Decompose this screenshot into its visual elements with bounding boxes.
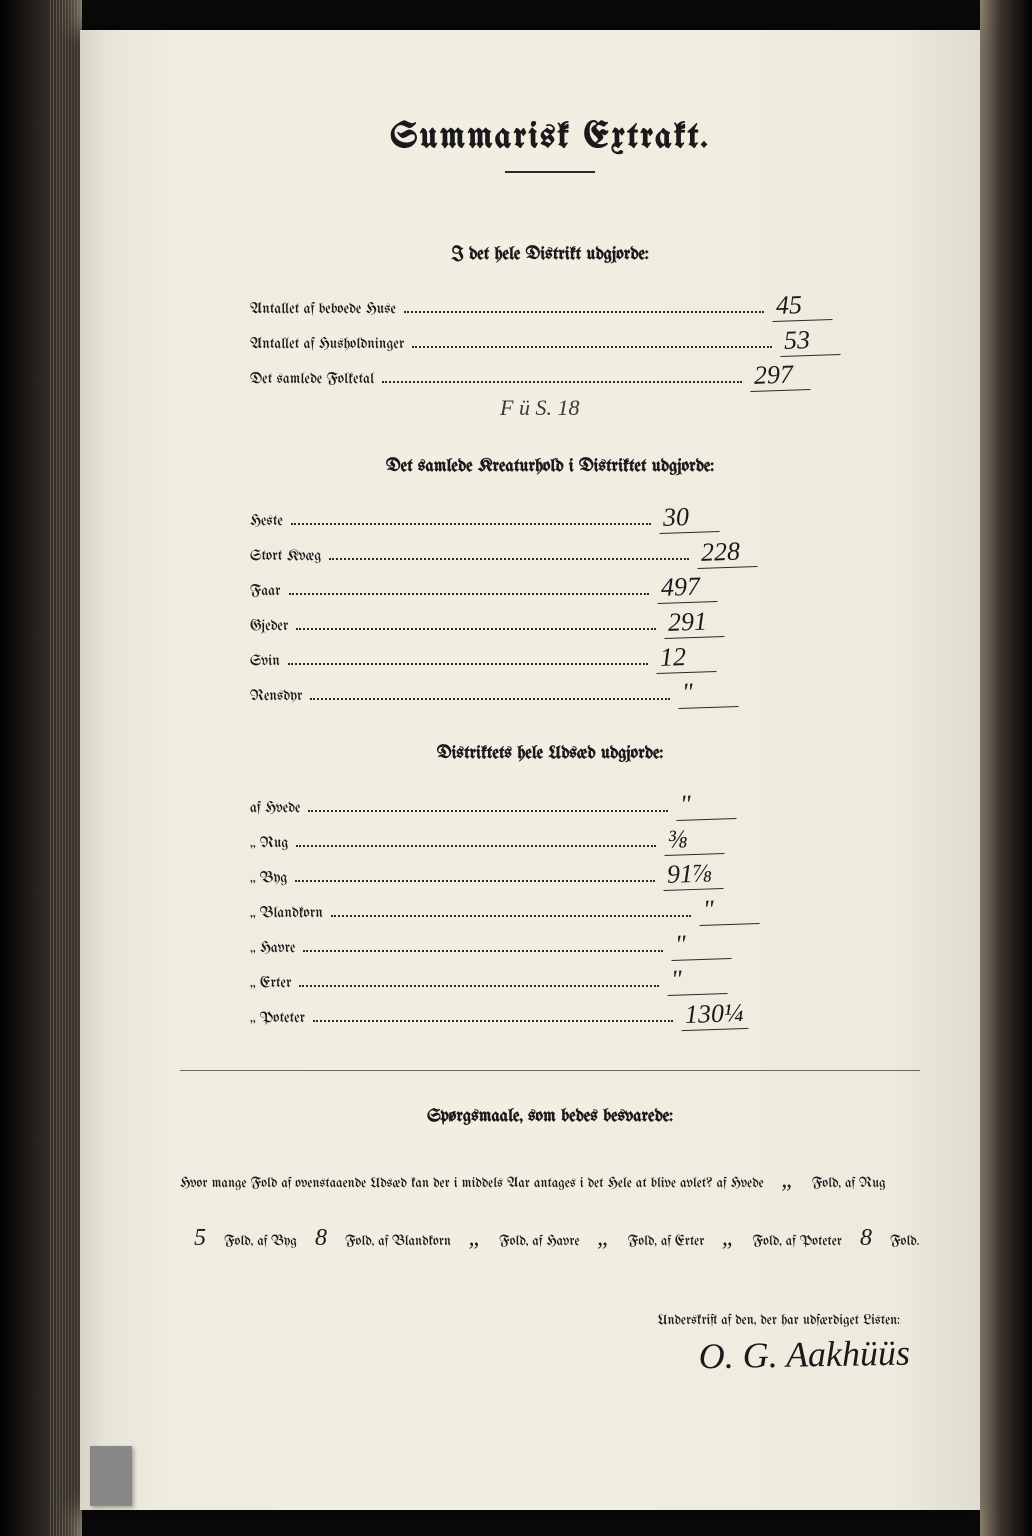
section-divider [180,1070,920,1071]
value-oats: " [671,928,732,961]
dot-leader [296,628,656,630]
dot-leader [382,381,742,383]
paper-clip [90,1446,132,1506]
label-rye: „ Rug [250,835,288,851]
dot-leader [310,698,670,700]
dot-leader [291,523,651,525]
row-goats: Gjeder 291 [250,607,920,638]
row-horses: Heste 30 [250,502,920,533]
label-oats: „ Havre [250,940,295,956]
handwritten-annotation: F ü S. 18 [500,395,920,421]
page-right-edge [980,0,1032,1536]
value-population: 297 [750,359,811,392]
dot-leader [308,810,668,812]
answer-mixgrain: „ [455,1210,495,1268]
book-binding [0,0,82,1536]
row-rye: „ Rug ⅜ [250,824,920,855]
value-mixgrain: " [698,893,759,926]
label-cattle: Stort Kvæg [250,548,321,564]
dot-leader [329,558,689,560]
row-sheep: Faar 497 [250,572,920,603]
section1-heading: I det hele Distrikt udgjorde: [180,245,920,264]
answer-peas: „ [708,1210,748,1268]
value-houses: 45 [771,289,832,322]
answer-wheat: „ [768,1152,808,1210]
row-wheat: af Hvede " [250,789,920,820]
label-reindeer: Rensdyr [250,688,302,704]
dot-leader [303,950,663,952]
dot-leader [296,845,656,847]
yield-question-paragraph: Hvor mange Fold af ovenstaaende Udsæd ka… [180,1152,920,1267]
q-part5: Fold, af Blandkorn [345,1234,451,1249]
dot-leader [295,880,655,882]
value-wheat: " [676,788,737,821]
label-mixgrain: „ Blandkorn [250,905,323,921]
answer-barley: 8 [301,1210,341,1268]
q-part6: Fold, af Havre [499,1234,579,1249]
row-barley: „ Byg 91⅞ [250,859,920,890]
dot-leader [331,915,691,917]
dot-leader [288,663,648,665]
section4-heading: Spørgsmaale, som bedes besvarede: [180,1107,920,1126]
dot-leader [289,593,649,595]
row-peas: „ Erter " [250,964,920,995]
label-sheep: Faar [250,583,281,599]
label-potatoes: „ Poteter [250,1010,305,1026]
row-mixgrain: „ Blandkorn " [250,894,920,925]
label-wheat: af Hvede [250,800,300,816]
value-potatoes: 130¼ [681,998,749,1031]
label-pigs: Svin [250,653,280,669]
signature-name: O. G. Aakhüüs [180,1332,911,1387]
row-reindeer: Rensdyr " [250,677,920,708]
section2-heading: Det samlede Kreaturhold i Distriktet udg… [180,457,920,476]
label-peas: „ Erter [250,975,291,991]
value-sheep: 497 [656,571,717,604]
dot-leader [404,311,764,313]
signature-label: Underskrift af den, der har udfærdiget L… [180,1313,900,1328]
answer-rye: 5 [180,1210,220,1268]
q-part4: Fold, af Byg [224,1234,297,1249]
row-oats: „ Havre " [250,929,920,960]
row-houses: Antallet af beboede Huse 45 [250,290,920,321]
value-pigs: 12 [655,641,716,674]
value-rye: ⅜ [664,823,725,856]
q-part2: Fold, [812,1176,841,1191]
value-horses: 30 [658,501,719,534]
value-households: 53 [780,324,841,357]
value-goats: 291 [664,606,725,639]
section3-heading: Distriktets hele Udsæd udgjorde: [180,744,920,763]
label-barley: „ Byg [250,870,287,886]
value-barley: 91⅞ [663,858,724,891]
value-cattle: 228 [697,536,758,569]
label-houses: Antallet af beboede Huse [250,301,396,317]
dot-leader [313,1020,673,1022]
q-part1: Hvor mange Fold af ovenstaaende Udsæd ka… [180,1176,764,1191]
row-households: Antallet af Husholdninger 53 [250,325,920,356]
document-page: Summarisk Extrakt. I det hele Distrikt u… [80,30,980,1510]
q-part8: Fold, [753,1234,782,1249]
title-underline [505,171,595,173]
q-part9: af Poteter [786,1234,842,1249]
page-title: Summarisk Extrakt. [180,120,920,157]
row-population: Det samlede Folketal 297 [250,360,920,391]
dot-leader [412,346,772,348]
q-part10: Fold. [890,1234,919,1249]
label-households: Antallet af Husholdninger [250,336,404,352]
value-reindeer: " [678,676,739,709]
row-potatoes: „ Poteter 130¼ [250,999,920,1030]
value-peas: " [667,963,728,996]
label-population: Det samlede Folketal [250,371,374,387]
q-part3: af Rug [845,1176,886,1191]
row-cattle: Stort Kvæg 228 [250,537,920,568]
q-part7: Fold, af Erter [628,1234,705,1249]
dot-leader [299,985,659,987]
row-pigs: Svin 12 [250,642,920,673]
label-horses: Heste [250,513,283,529]
answer-oats: „ [584,1210,624,1268]
label-goats: Gjeder [250,618,288,634]
answer-potatoes: 8 [846,1210,886,1268]
